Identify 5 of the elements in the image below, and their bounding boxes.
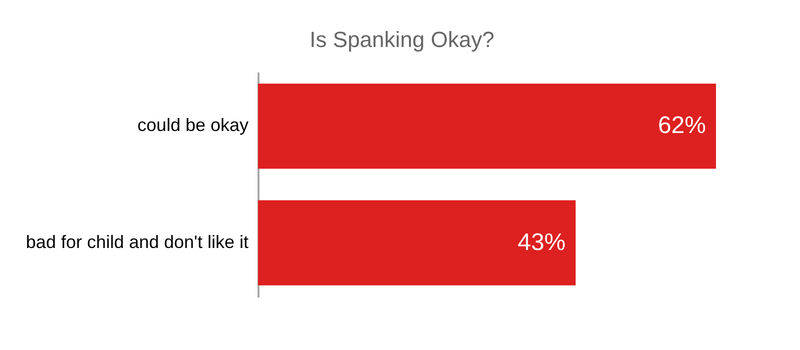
y-tick-label: could be okay bbox=[137, 115, 248, 136]
data-label: 43% bbox=[518, 228, 566, 256]
y-tick-label: bad for child and don't like it bbox=[26, 232, 248, 252]
chart-title: Is Spanking Okay? bbox=[310, 27, 494, 52]
data-label: 62% bbox=[658, 112, 706, 140]
